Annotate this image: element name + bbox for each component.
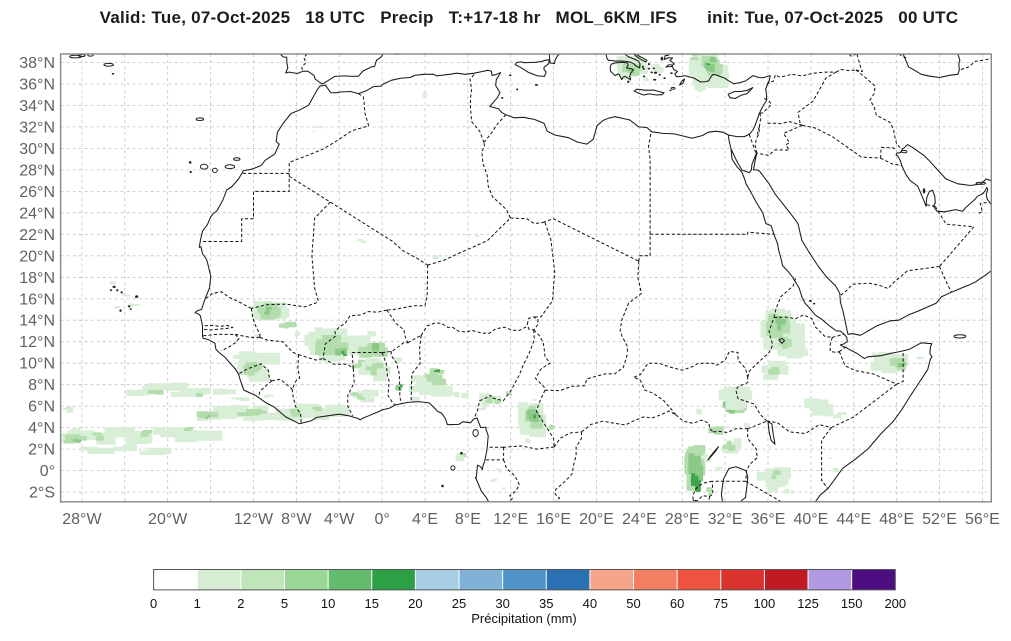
svg-text:0°: 0° bbox=[40, 463, 55, 480]
svg-text:20: 20 bbox=[408, 596, 422, 611]
svg-text:6°N: 6°N bbox=[28, 399, 55, 416]
svg-text:18°N: 18°N bbox=[19, 270, 55, 287]
svg-text:100: 100 bbox=[754, 596, 776, 611]
svg-text:56°E: 56°E bbox=[965, 511, 1000, 528]
svg-text:28°N: 28°N bbox=[19, 162, 55, 179]
svg-text:125: 125 bbox=[797, 596, 819, 611]
svg-text:12°N: 12°N bbox=[19, 334, 55, 351]
svg-text:60: 60 bbox=[670, 596, 684, 611]
svg-text:22°N: 22°N bbox=[19, 227, 55, 244]
svg-text:4°W: 4°W bbox=[324, 511, 355, 528]
svg-text:2: 2 bbox=[237, 596, 244, 611]
svg-text:8°W: 8°W bbox=[281, 511, 312, 528]
svg-text:8°E: 8°E bbox=[455, 511, 481, 528]
svg-text:25: 25 bbox=[452, 596, 466, 611]
svg-text:12°W: 12°W bbox=[234, 511, 274, 528]
svg-text:40: 40 bbox=[583, 596, 597, 611]
svg-text:75: 75 bbox=[714, 596, 728, 611]
svg-text:52°E: 52°E bbox=[922, 511, 957, 528]
svg-text:24°E: 24°E bbox=[622, 511, 657, 528]
svg-text:0°: 0° bbox=[374, 511, 389, 528]
svg-text:40°E: 40°E bbox=[793, 511, 828, 528]
svg-text:2°N: 2°N bbox=[28, 442, 55, 459]
svg-text:10: 10 bbox=[321, 596, 335, 611]
svg-text:36°N: 36°N bbox=[19, 77, 55, 94]
svg-text:24°N: 24°N bbox=[19, 205, 55, 222]
svg-text:4°N: 4°N bbox=[28, 420, 55, 437]
svg-text:10°N: 10°N bbox=[19, 356, 55, 373]
svg-text:1: 1 bbox=[194, 596, 201, 611]
svg-text:30: 30 bbox=[495, 596, 509, 611]
svg-text:26°N: 26°N bbox=[19, 184, 55, 201]
svg-text:38°N: 38°N bbox=[19, 55, 55, 72]
svg-text:150: 150 bbox=[841, 596, 863, 611]
svg-text:16°E: 16°E bbox=[536, 511, 571, 528]
svg-text:44°E: 44°E bbox=[836, 511, 871, 528]
svg-text:34°N: 34°N bbox=[19, 98, 55, 115]
svg-text:14°N: 14°N bbox=[19, 313, 55, 330]
svg-text:50: 50 bbox=[626, 596, 640, 611]
svg-text:15: 15 bbox=[365, 596, 379, 611]
svg-text:16°N: 16°N bbox=[19, 291, 55, 308]
svg-text:36°E: 36°E bbox=[751, 511, 786, 528]
svg-text:4°E: 4°E bbox=[412, 511, 438, 528]
svg-text:48°E: 48°E bbox=[879, 511, 914, 528]
svg-text:2°S: 2°S bbox=[29, 485, 55, 502]
svg-text:0: 0 bbox=[150, 596, 157, 611]
svg-text:28°E: 28°E bbox=[665, 511, 700, 528]
svg-text:5: 5 bbox=[281, 596, 288, 611]
svg-text:28°W: 28°W bbox=[62, 511, 102, 528]
svg-text:12°E: 12°E bbox=[493, 511, 528, 528]
svg-text:200: 200 bbox=[884, 596, 906, 611]
svg-text:30°N: 30°N bbox=[19, 141, 55, 158]
svg-text:20°E: 20°E bbox=[579, 511, 614, 528]
svg-text:35: 35 bbox=[539, 596, 553, 611]
svg-text:20°W: 20°W bbox=[148, 511, 188, 528]
svg-text:32°N: 32°N bbox=[19, 119, 55, 136]
svg-text:8°N: 8°N bbox=[28, 377, 55, 394]
svg-text:32°E: 32°E bbox=[708, 511, 743, 528]
svg-text:20°N: 20°N bbox=[19, 248, 55, 265]
svg-text:Précipitation (mm): Précipitation (mm) bbox=[471, 611, 576, 626]
